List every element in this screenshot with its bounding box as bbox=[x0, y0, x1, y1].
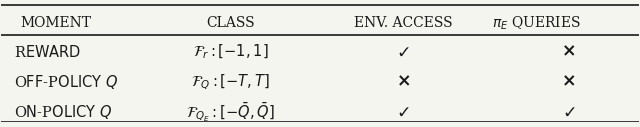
Text: MOMENT: MOMENT bbox=[20, 16, 92, 30]
Text: $\mathcal{F}_Q:[-T,T]$: $\mathcal{F}_Q:[-T,T]$ bbox=[191, 72, 270, 92]
Text: $\mathcal{F}_r:[-1,1]$: $\mathcal{F}_r:[-1,1]$ bbox=[193, 43, 269, 61]
Text: $\checkmark$: $\checkmark$ bbox=[396, 104, 410, 121]
Text: CLASS: CLASS bbox=[207, 16, 255, 30]
Text: $\pi_E$ QUERIES: $\pi_E$ QUERIES bbox=[492, 14, 581, 32]
Text: $\boldsymbol{\times}$: $\boldsymbol{\times}$ bbox=[561, 73, 576, 90]
Text: ENV. ACCESS: ENV. ACCESS bbox=[353, 16, 452, 30]
Text: $\mathcal{F}_{Q_E}:[-\bar{Q},\bar{Q}]$: $\mathcal{F}_{Q_E}:[-\bar{Q},\bar{Q}]$ bbox=[186, 100, 275, 124]
Text: $\checkmark$: $\checkmark$ bbox=[562, 104, 575, 121]
Text: $\checkmark$: $\checkmark$ bbox=[396, 43, 410, 60]
Text: $\boldsymbol{\times}$: $\boldsymbol{\times}$ bbox=[396, 73, 410, 90]
Text: R$\mathrm{EWARD}$: R$\mathrm{EWARD}$ bbox=[14, 44, 81, 60]
Text: O$\mathrm{N}$-P$\mathrm{OLICY}$ $Q$: O$\mathrm{N}$-P$\mathrm{OLICY}$ $Q$ bbox=[14, 103, 113, 121]
Text: $\boldsymbol{\times}$: $\boldsymbol{\times}$ bbox=[561, 43, 576, 60]
Text: O$\mathrm{FF}$-P$\mathrm{OLICY}$ $Q$: O$\mathrm{FF}$-P$\mathrm{OLICY}$ $Q$ bbox=[14, 73, 118, 91]
